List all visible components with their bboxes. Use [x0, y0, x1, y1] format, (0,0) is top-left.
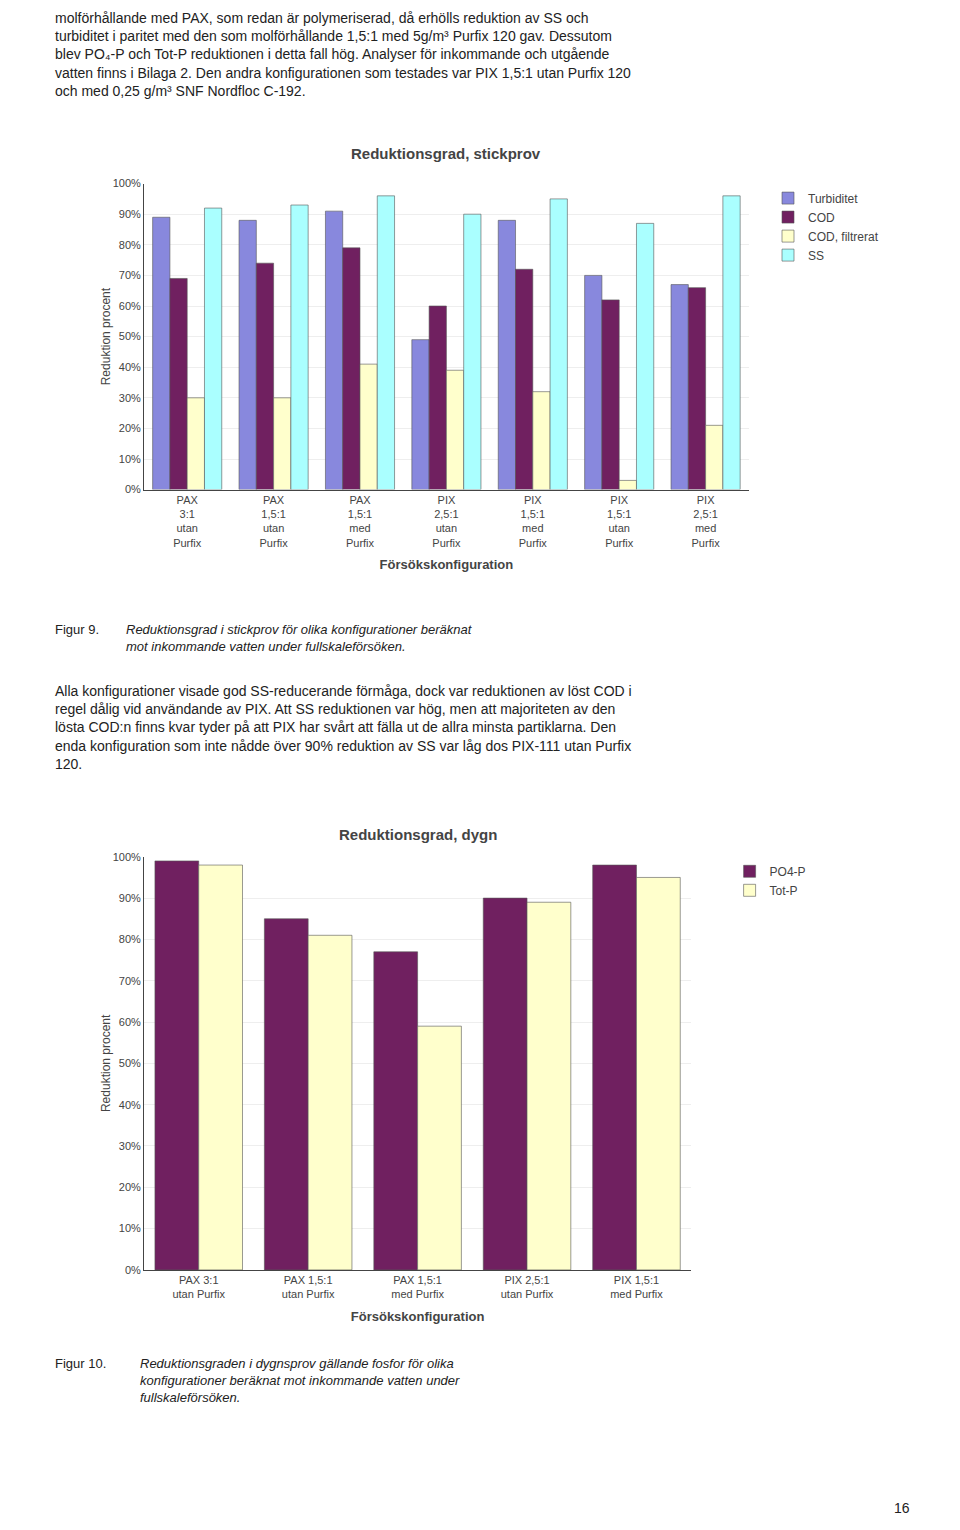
svg-text:Figur 9.: Figur 9.: [55, 622, 99, 637]
svg-text:100%: 100%: [113, 177, 141, 189]
svg-text:70%: 70%: [119, 975, 141, 987]
svg-text:20%: 20%: [119, 1181, 141, 1193]
svg-text:70%: 70%: [119, 269, 141, 281]
svg-text:60%: 60%: [119, 300, 141, 312]
svg-text:PIX 2,5:1utan Purfix: PIX 2,5:1utan Purfix: [501, 1274, 554, 1300]
svg-text:0%: 0%: [125, 1264, 141, 1276]
svg-text:50%: 50%: [119, 1057, 141, 1069]
svg-text:60%: 60%: [119, 1016, 141, 1028]
svg-text:PIX1,5:1utanPurfix: PIX1,5:1utanPurfix: [605, 494, 634, 549]
svg-text:COD: COD: [808, 211, 835, 225]
svg-text:PO4-P: PO4-P: [770, 865, 806, 879]
svg-text:molförhållande med PAX, som re: molförhållande med PAX, som redan är pol…: [55, 10, 631, 99]
svg-text:PIX 1,5:1med Purfix: PIX 1,5:1med Purfix: [610, 1274, 663, 1300]
svg-text:Reduktionsgrad i stickprov för: Reduktionsgrad i stickprov för olika kon…: [126, 622, 473, 654]
svg-text:PIX2,5:1medPurfix: PIX2,5:1medPurfix: [692, 494, 721, 549]
svg-text:Reduktion procent: Reduktion procent: [99, 287, 113, 385]
svg-text:Reduktionsgraden i dygnsprov g: Reduktionsgraden i dygnsprov gällande fo…: [140, 1356, 460, 1405]
svg-text:Reduktionsgrad, dygn: Reduktionsgrad, dygn: [339, 826, 497, 843]
svg-text:30%: 30%: [119, 1140, 141, 1152]
svg-text:PAX1,5:1utanPurfix: PAX1,5:1utanPurfix: [260, 494, 289, 549]
svg-text:100%: 100%: [113, 851, 141, 863]
svg-text:Försökskonfiguration: Försökskonfiguration: [351, 1309, 485, 1324]
svg-text:Tot-P: Tot-P: [770, 884, 798, 898]
svg-text:40%: 40%: [119, 361, 141, 373]
svg-text:Figur 10.: Figur 10.: [55, 1356, 106, 1371]
svg-text:90%: 90%: [119, 892, 141, 904]
svg-text:Turbiditet: Turbiditet: [808, 192, 858, 206]
svg-text:90%: 90%: [119, 208, 141, 220]
svg-text:80%: 80%: [119, 239, 141, 251]
svg-text:COD, filtrerat: COD, filtrerat: [808, 230, 879, 244]
svg-text:Försökskonfiguration: Försökskonfiguration: [380, 557, 514, 572]
svg-text:Reduktion procent: Reduktion procent: [99, 1014, 113, 1112]
svg-text:80%: 80%: [119, 933, 141, 945]
svg-text:PAX 1,5:1med Purfix: PAX 1,5:1med Purfix: [391, 1274, 444, 1300]
svg-text:PAX1,5:1medPurfix: PAX1,5:1medPurfix: [346, 494, 375, 549]
svg-text:Reduktionsgrad, stickprov: Reduktionsgrad, stickprov: [351, 145, 541, 162]
svg-text:50%: 50%: [119, 330, 141, 342]
svg-text:20%: 20%: [119, 422, 141, 434]
svg-text:10%: 10%: [119, 453, 141, 465]
svg-text:10%: 10%: [119, 1222, 141, 1234]
svg-text:PIX2,5:1utanPurfix: PIX2,5:1utanPurfix: [432, 494, 461, 549]
svg-text:PAX 3:1utan Purfix: PAX 3:1utan Purfix: [172, 1274, 225, 1300]
svg-text:40%: 40%: [119, 1099, 141, 1111]
svg-text:0%: 0%: [125, 483, 141, 495]
svg-text:Alla konfigurationer visade go: Alla konfigurationer visade god SS-reduc…: [55, 683, 632, 772]
svg-text:SS: SS: [808, 249, 824, 263]
svg-text:PAX 1,5:1utan Purfix: PAX 1,5:1utan Purfix: [282, 1274, 335, 1300]
svg-text:PAX3:1utanPurfix: PAX3:1utanPurfix: [173, 494, 202, 549]
svg-text:30%: 30%: [119, 392, 141, 404]
svg-text:16: 16: [894, 1500, 910, 1516]
svg-text:PIX1,5:1medPurfix: PIX1,5:1medPurfix: [519, 494, 548, 549]
